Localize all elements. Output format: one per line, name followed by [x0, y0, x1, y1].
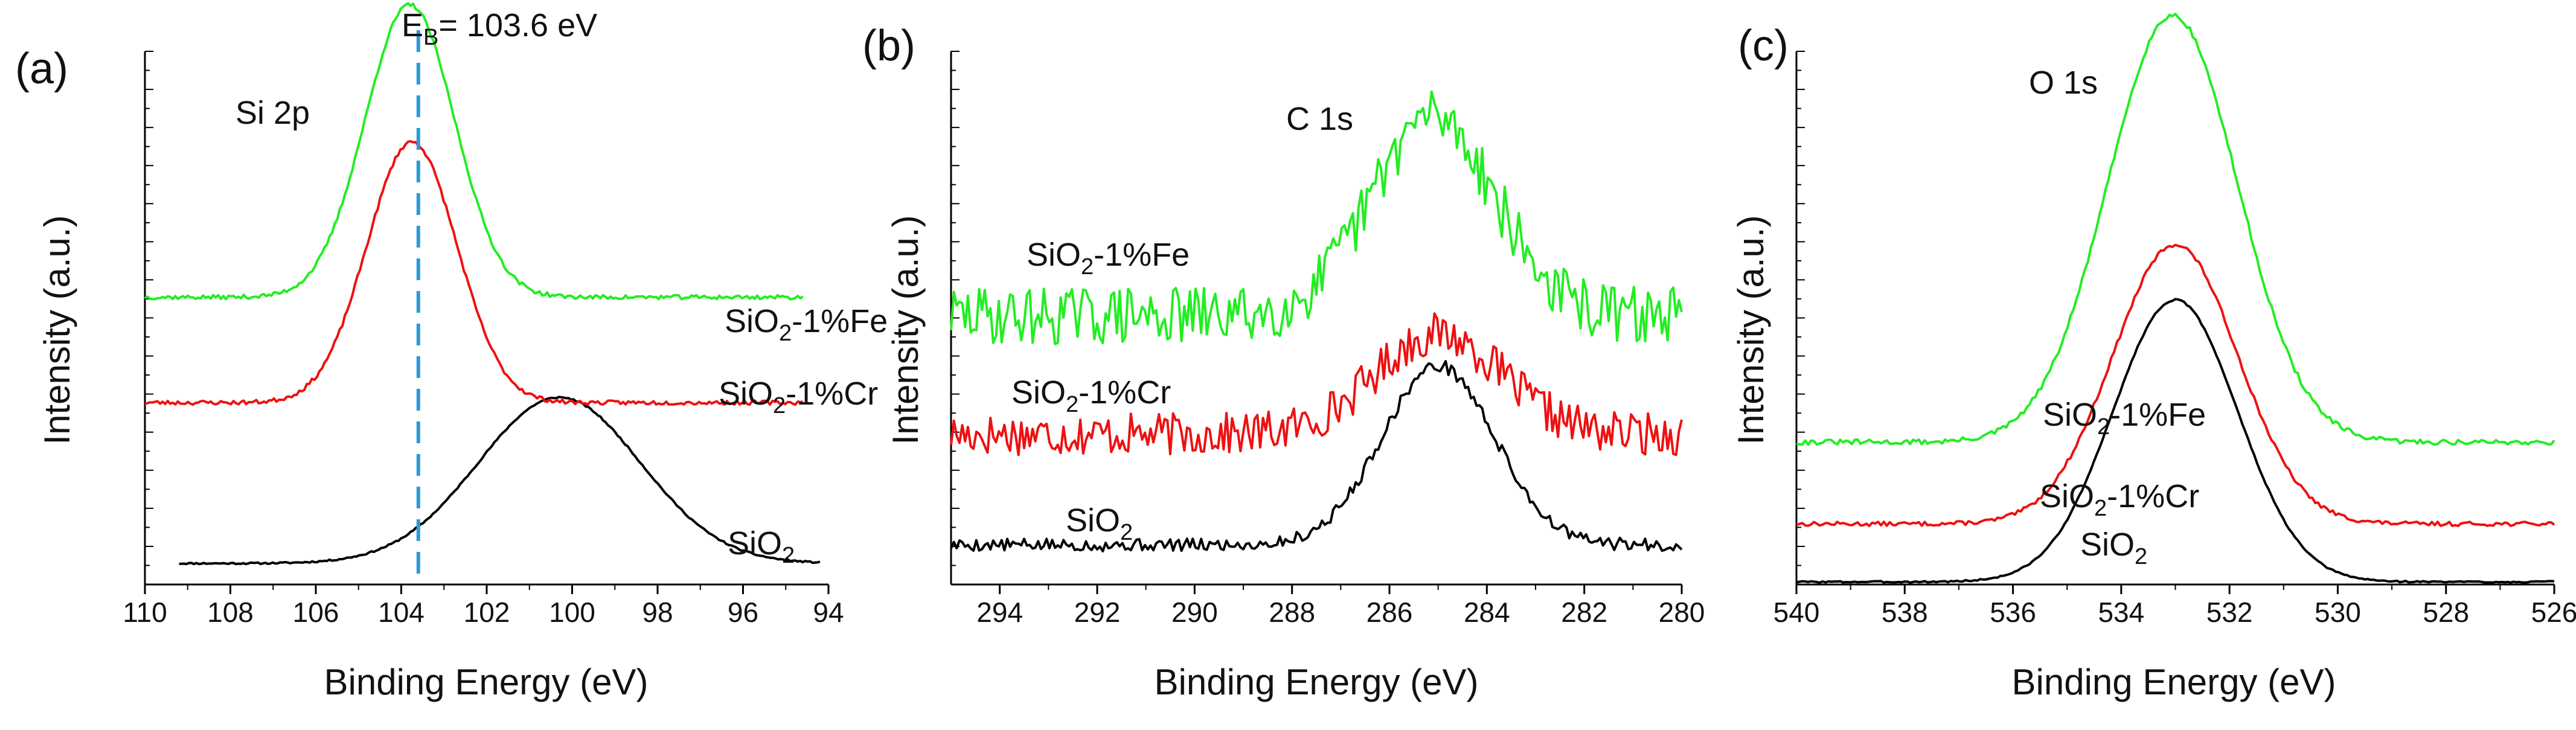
x-tick-label: 526 [2531, 597, 2576, 628]
x-tick-label: 538 [1882, 597, 1928, 628]
x-tick-label: 108 [207, 597, 254, 628]
x-tick-label: 288 [1269, 597, 1315, 628]
x-tick-label: 100 [549, 597, 595, 628]
series-line-sio2-1-fe [144, 2, 804, 301]
x-tick-label: 528 [2423, 597, 2469, 628]
x-tick-label: 104 [378, 597, 425, 628]
x-tick-label: 102 [464, 597, 510, 628]
series-line-sio2-1-fe [950, 90, 1683, 345]
series-label: SiO2-1%Cr [2040, 478, 2199, 521]
series-label: SiO2-1%Cr [719, 376, 878, 418]
x-tick-label: 94 [813, 597, 844, 628]
series-line-sio2 [179, 395, 821, 566]
x-tick-label: 280 [1659, 597, 1705, 628]
series-label: SiO2-1%Fe [725, 303, 888, 346]
series-label: SiO2 [2080, 527, 2147, 569]
series-label: SiO2-1%Fe [2043, 397, 2206, 440]
x-tick-label: 282 [1561, 597, 1607, 628]
peak-label: C 1s [1286, 101, 1353, 137]
x-axis-title: Binding Energy (eV) [1155, 662, 1479, 702]
x-tick-label: 110 [123, 597, 167, 628]
panel-a: 110 108 106 104 102 100 98 96 94 Binding Energy (… [15, 2, 888, 702]
series-line-sio2-1-cr [950, 312, 1683, 456]
panel-label: (c) [1738, 22, 1789, 70]
x-tick-label: 536 [1990, 597, 2036, 628]
panel-b: 294 292 290 288 286 284 282 280 Binding Energy (… [862, 22, 1705, 702]
reference-label: EB= 103.6 eV [402, 7, 597, 50]
panel-c: 540 538 536 534 532 530 528 526 Binding Energy (… [1731, 13, 2576, 702]
x-axis-title: Binding Energy (eV) [2012, 662, 2336, 702]
y-axis-title: Intensity (a.u.) [1731, 215, 1771, 444]
panel-label: (b) [862, 22, 915, 70]
x-tick-label: 292 [1074, 597, 1121, 628]
series-line-sio2-1-cr [144, 140, 803, 406]
series-label: SiO2 [728, 525, 795, 568]
series-label: SiO2-1%Fe [1027, 237, 1190, 280]
x-tick-label: 286 [1366, 597, 1413, 628]
x-tick-label: 290 [1171, 597, 1218, 628]
series-line-sio2 [1796, 298, 2555, 584]
x-tick-label: 98 [642, 597, 673, 628]
x-tick-label: 284 [1464, 597, 1510, 628]
series-label: SiO2-1%Cr [1011, 374, 1171, 417]
x-tick-label: 540 [1773, 597, 1820, 628]
x-tick-label: 534 [2098, 597, 2144, 628]
x-tick-label: 106 [293, 597, 339, 628]
y-axis-title: Intensity (a.u.) [37, 215, 77, 444]
series-line-sio2-1-fe [1796, 13, 2555, 446]
x-axis-title: Binding Energy (eV) [324, 662, 649, 702]
y-axis-title: Intensity (a.u.) [885, 215, 926, 444]
peak-label: Si 2p [235, 95, 310, 131]
peak-label: O 1s [2029, 65, 2098, 101]
x-tick-label: 532 [2206, 597, 2253, 628]
series-label: SiO2 [1066, 502, 1133, 545]
panel-label: (a) [15, 45, 68, 93]
x-tick-label: 96 [728, 597, 758, 628]
series-line-sio2 [950, 360, 1683, 552]
x-tick-label: 294 [976, 597, 1023, 628]
x-tick-label: 530 [2315, 597, 2361, 628]
series-line-sio2-1-cr [1796, 243, 2555, 527]
